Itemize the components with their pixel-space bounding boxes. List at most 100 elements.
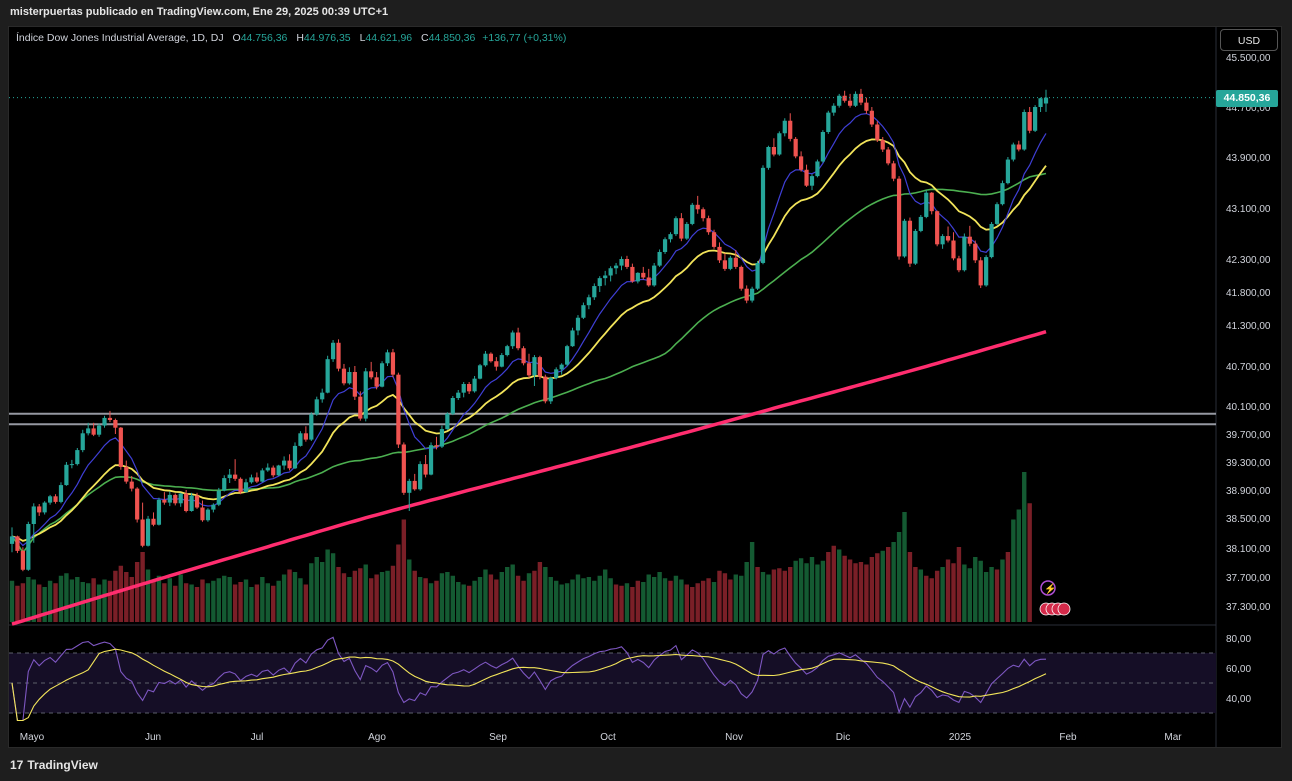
volume-bar: [739, 575, 744, 622]
volume-bar: [526, 573, 532, 622]
price-tick-label: 43.100,00: [1226, 204, 1271, 215]
candle-body: [831, 105, 836, 113]
candle-body: [559, 364, 564, 370]
candle-body: [222, 478, 227, 491]
candle-body: [722, 260, 728, 269]
candle-body: [657, 251, 662, 266]
volume-bar: [956, 547, 962, 622]
volume-bar: [227, 577, 232, 622]
volume-bar: [412, 570, 417, 622]
volume-bar: [913, 567, 918, 622]
volume-bar: [151, 580, 156, 622]
candle-body: [238, 478, 243, 493]
volume-bar: [477, 577, 483, 622]
volume-bar: [309, 563, 314, 622]
price-tick-label: 39.700,00: [1226, 430, 1271, 441]
candle-body: [379, 363, 385, 387]
candle-body: [156, 499, 162, 525]
candle-body: [358, 396, 363, 419]
symbol-name[interactable]: Índice Dow Jones Industrial Average, 1D,…: [16, 32, 224, 44]
volume-bar: [983, 572, 989, 622]
volume-bar: [254, 584, 260, 622]
candle-body: [314, 399, 319, 415]
volume-bar: [853, 563, 858, 622]
footer-bar: 17 TradingView: [0, 750, 1292, 781]
lightning-glyph: ⚡: [1044, 582, 1056, 595]
volume-bar: [826, 552, 831, 622]
high-label: H: [296, 32, 304, 44]
price-tick-label: 38.900,00: [1226, 486, 1271, 497]
candle-body: [913, 230, 918, 264]
volume-bar: [521, 580, 526, 622]
candle-body: [445, 413, 450, 430]
candle-body: [53, 496, 58, 502]
candle-body: [118, 427, 123, 467]
candle-body: [423, 464, 428, 475]
volume-bar: [994, 569, 1000, 622]
candle-body: [216, 490, 221, 505]
volume-bar: [96, 584, 102, 622]
candle-body: [847, 100, 853, 106]
candle-body: [564, 346, 570, 365]
volume-bar: [896, 532, 902, 622]
currency-button[interactable]: USD: [1220, 29, 1278, 51]
candle-body: [227, 474, 232, 479]
volume-bar: [113, 570, 118, 622]
volume-bar: [951, 563, 956, 622]
volume-bar: [494, 579, 499, 622]
volume-bar: [461, 584, 466, 622]
volume-bar: [396, 544, 401, 622]
candle-body: [853, 93, 858, 106]
volume-bar: [243, 579, 249, 622]
volume-bar: [47, 580, 53, 622]
volume-bar: [265, 583, 270, 622]
candle-body: [891, 163, 896, 179]
volume-bar: [407, 559, 412, 622]
candle-body: [467, 384, 472, 392]
candle-body: [243, 482, 249, 493]
candle-body: [75, 450, 80, 465]
volume-bar: [450, 575, 456, 622]
candle-body: [374, 377, 379, 387]
candle-body: [456, 392, 461, 398]
volume-bar: [940, 567, 945, 622]
volume-bar: [760, 572, 766, 622]
volume-bar: [341, 573, 347, 622]
volume-bar: [613, 584, 619, 622]
volume-bar: [602, 569, 608, 622]
candle-body: [472, 378, 477, 392]
volume-bar: [869, 557, 875, 622]
candle-body: [858, 93, 864, 103]
candle-body: [135, 488, 140, 520]
volume-bar: [124, 572, 129, 622]
candle-body: [58, 485, 64, 502]
volume-bar: [662, 578, 668, 622]
volume-bar: [804, 563, 809, 622]
candle-body: [630, 266, 635, 282]
close-label: C: [421, 32, 429, 44]
candle-body: [777, 133, 782, 155]
candle-body: [907, 220, 913, 264]
candle-body: [26, 524, 31, 570]
volume-bar: [766, 574, 771, 622]
candle-body: [42, 502, 47, 513]
volume-bar: [651, 577, 657, 622]
volume-bar: [232, 584, 238, 622]
candle-body: [935, 211, 940, 245]
volume-bar: [368, 578, 374, 622]
candle-body: [837, 95, 842, 106]
candle-body: [695, 204, 700, 210]
candle-body: [728, 257, 733, 269]
volume-bar: [548, 577, 553, 622]
candle-body: [929, 192, 934, 212]
volume-bar: [134, 562, 140, 622]
candle-body: [200, 507, 205, 521]
tradingview-logo[interactable]: 17 TradingView: [10, 758, 98, 772]
change-value: +136,77 (+0,31%): [482, 32, 567, 44]
volume-bar: [483, 569, 488, 622]
chart-frame[interactable]: [8, 26, 1282, 748]
volume-bar: [336, 567, 341, 622]
volume-bar: [178, 574, 183, 622]
candle-body: [701, 209, 706, 219]
